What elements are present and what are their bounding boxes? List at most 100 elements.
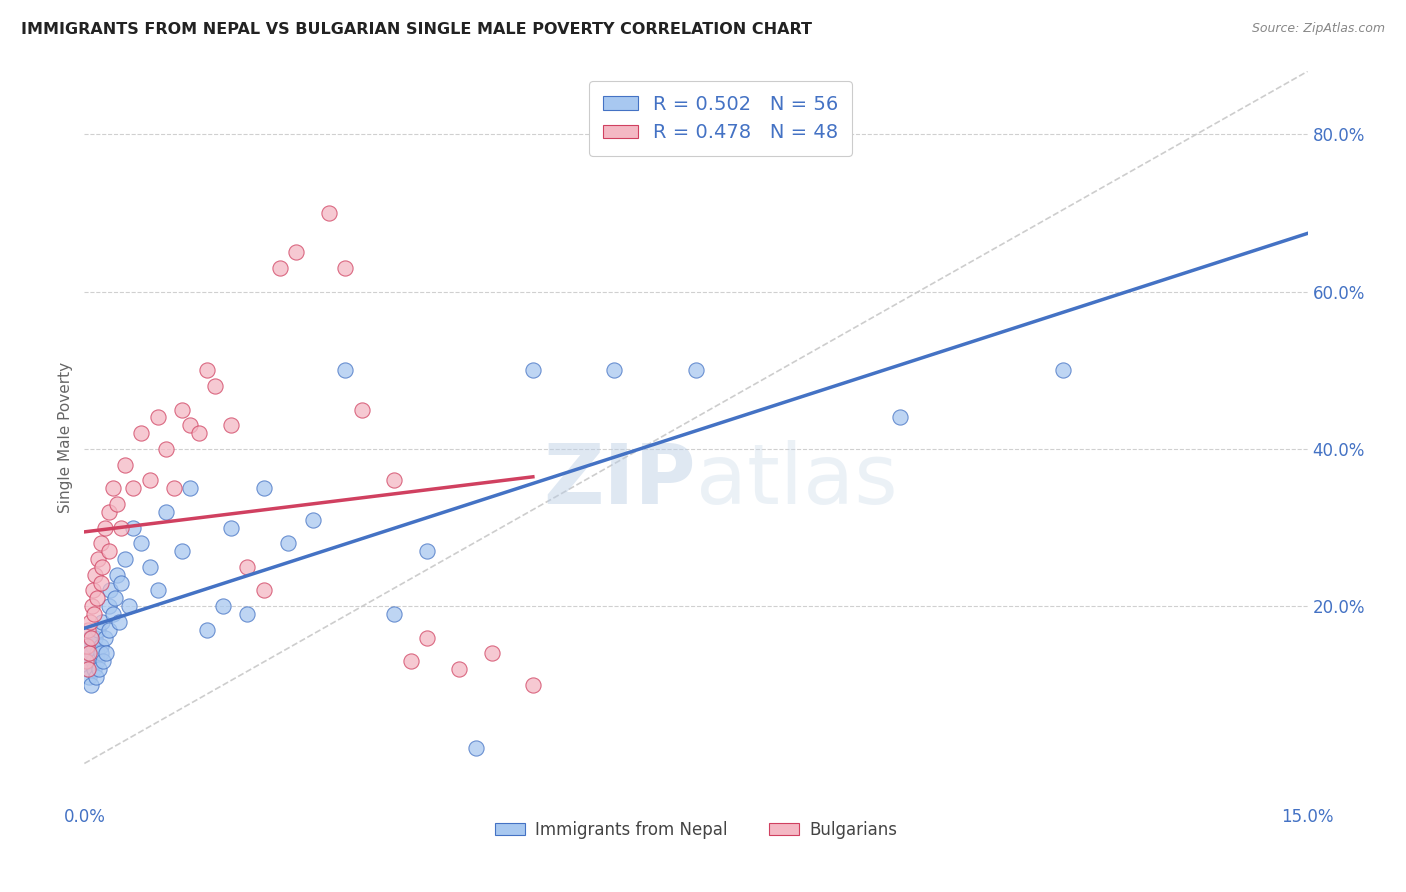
Point [219, 520, 242, 534]
Y-axis label: Single Male Poverty: Single Male Poverty [58, 361, 73, 513]
Point [155, 505, 177, 519]
Point [107, 615, 129, 629]
Point [253, 583, 276, 598]
Point [87, 662, 110, 676]
Point [84, 631, 107, 645]
Point [131, 536, 153, 550]
Point [90, 646, 112, 660]
Point [80, 599, 103, 614]
Point [179, 481, 201, 495]
Point [96, 646, 118, 660]
Point [416, 631, 439, 645]
Point [77, 654, 100, 668]
Point [76, 662, 98, 676]
Text: atlas: atlas [696, 441, 897, 522]
Point [101, 481, 124, 495]
Point [285, 245, 308, 260]
Point [87, 623, 110, 637]
Point [269, 260, 291, 275]
Point [114, 458, 136, 472]
Point [82, 583, 104, 598]
Point [79, 615, 101, 629]
Point [138, 559, 160, 574]
Point [91, 615, 114, 629]
Point [382, 473, 405, 487]
Point [1052, 363, 1074, 377]
Point [464, 740, 486, 755]
Point [138, 473, 160, 487]
Point [122, 481, 145, 495]
Point [110, 575, 132, 590]
Point [335, 363, 357, 377]
Point [97, 544, 120, 558]
Point [155, 442, 177, 456]
Point [335, 260, 357, 275]
Point [253, 481, 276, 495]
Point [86, 646, 108, 660]
Point [416, 544, 439, 558]
Point [97, 623, 120, 637]
Point [75, 646, 97, 660]
Point [93, 520, 115, 534]
Point [301, 513, 323, 527]
Point [236, 607, 259, 621]
Point [79, 631, 101, 645]
Point [187, 426, 209, 441]
Point [449, 662, 471, 676]
Point [172, 544, 194, 558]
Point [80, 678, 103, 692]
Point [236, 559, 259, 574]
Text: Source: ZipAtlas.com: Source: ZipAtlas.com [1251, 22, 1385, 36]
Point [318, 206, 340, 220]
Point [76, 639, 98, 653]
Text: IMMIGRANTS FROM NEPAL VS BULGARIAN SINGLE MALE POVERTY CORRELATION CHART: IMMIGRANTS FROM NEPAL VS BULGARIAN SINGL… [21, 22, 813, 37]
Point [212, 599, 235, 614]
Point [91, 654, 114, 668]
Point [146, 410, 169, 425]
Point [118, 599, 141, 614]
Point [399, 654, 422, 668]
Point [195, 623, 218, 637]
Point [204, 379, 226, 393]
Point [80, 631, 103, 645]
Point [84, 567, 107, 582]
Point [90, 639, 112, 653]
Point [76, 639, 98, 653]
Point [163, 481, 186, 495]
Point [481, 646, 503, 660]
Point [84, 670, 107, 684]
Point [83, 662, 105, 676]
Point [77, 623, 100, 637]
Point [179, 418, 201, 433]
Point [114, 552, 136, 566]
Point [277, 536, 299, 550]
Point [82, 654, 104, 668]
Point [219, 418, 242, 433]
Point [87, 552, 110, 566]
Point [91, 559, 114, 574]
Point [195, 363, 218, 377]
Point [97, 599, 120, 614]
Text: ZIP: ZIP [544, 441, 696, 522]
Point [77, 670, 100, 684]
Point [93, 631, 115, 645]
Point [350, 402, 373, 417]
Point [131, 426, 153, 441]
Point [889, 410, 911, 425]
Legend: Immigrants from Nepal, Bulgarians: Immigrants from Nepal, Bulgarians [488, 814, 904, 846]
Point [100, 583, 122, 598]
Point [382, 607, 405, 621]
Point [90, 536, 112, 550]
Point [83, 607, 105, 621]
Point [75, 654, 97, 668]
Point [82, 639, 104, 653]
Point [146, 583, 169, 598]
Point [172, 402, 194, 417]
Point [122, 520, 145, 534]
Point [603, 363, 626, 377]
Point [90, 575, 112, 590]
Point [97, 505, 120, 519]
Point [86, 591, 108, 606]
Point [77, 646, 100, 660]
Point [105, 567, 128, 582]
